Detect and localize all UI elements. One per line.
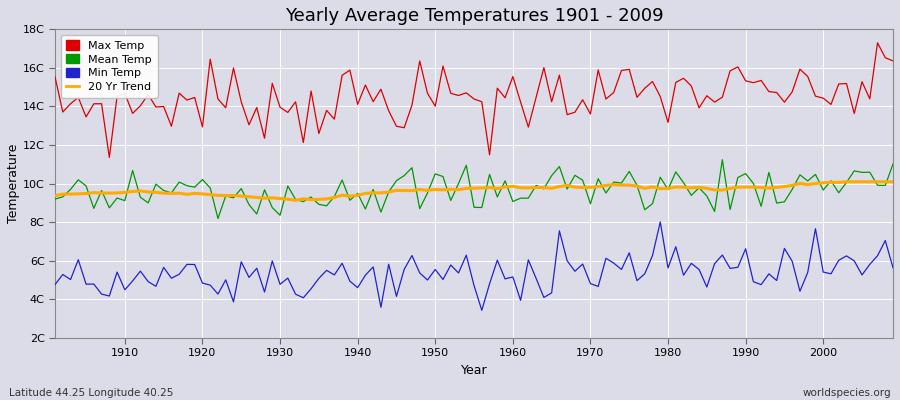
Y-axis label: Temperature: Temperature	[7, 144, 20, 223]
Text: worldspecies.org: worldspecies.org	[803, 388, 891, 398]
Title: Yearly Average Temperatures 1901 - 2009: Yearly Average Temperatures 1901 - 2009	[284, 7, 663, 25]
Legend: Max Temp, Mean Temp, Min Temp, 20 Yr Trend: Max Temp, Mean Temp, Min Temp, 20 Yr Tre…	[60, 35, 158, 98]
Text: Latitude 44.25 Longitude 40.25: Latitude 44.25 Longitude 40.25	[9, 388, 174, 398]
X-axis label: Year: Year	[461, 364, 487, 377]
